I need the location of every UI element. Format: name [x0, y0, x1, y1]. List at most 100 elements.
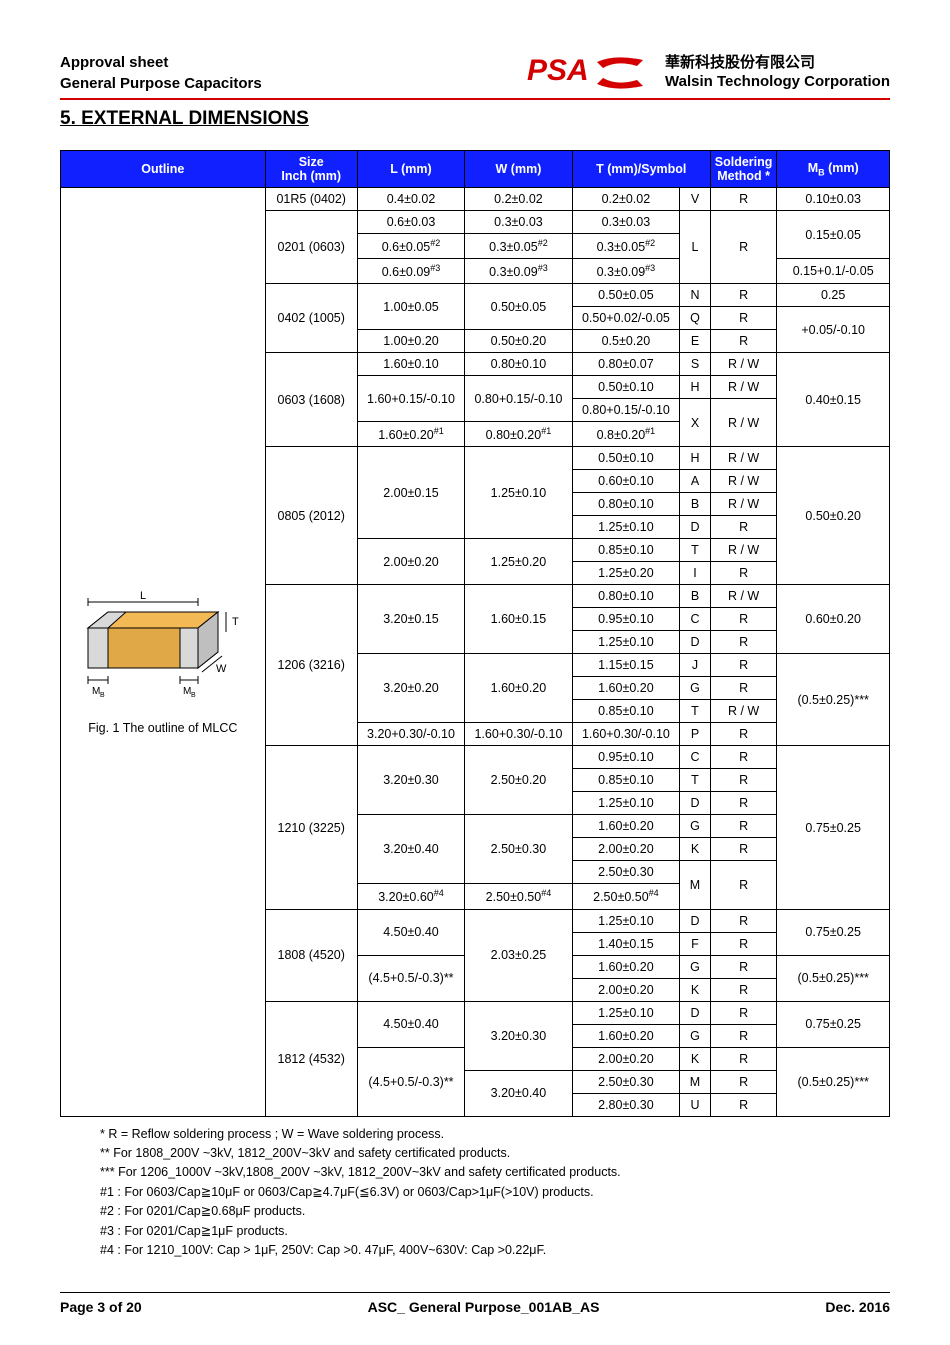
cell-L: 3.20±0.15 [357, 585, 464, 654]
cell-T: 2.00±0.20 [572, 978, 679, 1001]
cell-T: 1.25±0.10 [572, 909, 679, 932]
footnote-line: #2 : For 0201/Cap≧0.68μF products. [100, 1202, 890, 1221]
cell-T: 0.80±0.10 [572, 585, 679, 608]
cell-symbol: T [680, 539, 711, 562]
cell-W: 0.80+0.15/-0.10 [465, 376, 572, 422]
page-footer: Page 3 of 20 ASC_ General Purpose_001AB_… [60, 1292, 890, 1315]
svg-text:W: W [216, 663, 227, 675]
cell-T: 1.60±0.20 [572, 955, 679, 978]
header-left: Approval sheet General Purpose Capacitor… [60, 52, 262, 94]
cell-size: 1812 (4532) [265, 1001, 357, 1116]
cell-T: 2.50±0.50#4 [572, 884, 679, 909]
cell-method: R [710, 838, 777, 861]
cell-MB: 0.50±0.20 [777, 447, 890, 585]
cell-T: 0.8±0.20#1 [572, 422, 679, 447]
cell-W: 0.3±0.03 [465, 211, 572, 234]
svg-text:PSA: PSA [527, 54, 589, 87]
cell-T: 2.00±0.20 [572, 1047, 679, 1070]
cell-T: 1.25±0.10 [572, 792, 679, 815]
footer-date: Dec. 2016 [825, 1299, 890, 1315]
cell-symbol: D [680, 1001, 711, 1024]
cell-L: 3.20±0.20 [357, 654, 464, 723]
cell-T: 1.60±0.20 [572, 677, 679, 700]
cell-method: R / W [710, 353, 777, 376]
cell-method: R [710, 608, 777, 631]
cell-method: R [710, 978, 777, 1001]
cell-MB: 0.75±0.25 [777, 909, 890, 955]
cell-T: 0.50+0.02/-0.05 [572, 307, 679, 330]
cell-W: 1.25±0.10 [465, 447, 572, 539]
cell-L: 0.6±0.03 [357, 211, 464, 234]
cell-W: 0.80±0.20#1 [465, 422, 572, 447]
page-header: Approval sheet General Purpose Capacitor… [60, 50, 890, 94]
footnote-line: #1 : For 0603/Cap≧10μF or 0603/Cap≧4.7μF… [100, 1183, 890, 1202]
cell-symbol: L [680, 211, 711, 284]
cell-size: 0603 (1608) [265, 353, 357, 447]
figure-caption: Fig. 1 The outline of MLCC [63, 721, 263, 735]
cell-L: 0.6±0.09#3 [357, 259, 464, 284]
cell-method: R [710, 1093, 777, 1116]
col-L: L (mm) [357, 151, 464, 188]
cell-method: R [710, 307, 777, 330]
cell-symbol: T [680, 700, 711, 723]
cell-T: 1.40±0.15 [572, 932, 679, 955]
cell-method: R / W [710, 376, 777, 399]
cell-symbol: D [680, 792, 711, 815]
cell-symbol: D [680, 631, 711, 654]
cell-T: 0.80±0.10 [572, 493, 679, 516]
footnote-line: * R = Reflow soldering process ; W = Wav… [100, 1125, 890, 1144]
cell-W: 2.50±0.30 [465, 815, 572, 884]
col-MB: MB (mm) [777, 151, 890, 188]
cell-method: R [710, 284, 777, 307]
cell-method: R / W [710, 700, 777, 723]
section-title: 5. EXTERNAL DIMENSIONS [60, 108, 890, 130]
cell-method: R [710, 1047, 777, 1070]
cell-symbol: I [680, 562, 711, 585]
cell-symbol: F [680, 932, 711, 955]
cell-MB: (0.5±0.25)*** [777, 955, 890, 1001]
cell-W: 0.3±0.09#3 [465, 259, 572, 284]
cell-T: 1.25±0.10 [572, 516, 679, 539]
cell-T: 1.60+0.30/-0.10 [572, 723, 679, 746]
cell-method: R [710, 815, 777, 838]
cell-T: 0.85±0.10 [572, 769, 679, 792]
cell-method: R [710, 1024, 777, 1047]
cell-W: 2.03±0.25 [465, 909, 572, 1001]
cell-symbol: Q [680, 307, 711, 330]
cell-W: 1.60±0.15 [465, 585, 572, 654]
cell-method: R [710, 955, 777, 978]
col-W: W (mm) [465, 151, 572, 188]
footnote-line: #4 : For 1210_100V: Cap > 1μF, 250V: Cap… [100, 1241, 890, 1260]
cell-T: 1.25±0.10 [572, 1001, 679, 1024]
col-outline: Outline [61, 151, 266, 188]
cell-symbol: D [680, 909, 711, 932]
cell-method: R / W [710, 399, 777, 447]
cell-symbol: G [680, 955, 711, 978]
cell-T: 0.95±0.10 [572, 608, 679, 631]
cell-MB: 0.15+0.1/-0.05 [777, 259, 890, 284]
cell-T: 0.80+0.15/-0.10 [572, 399, 679, 422]
cell-method: R [710, 516, 777, 539]
cell-symbol: D [680, 516, 711, 539]
cell-size: 0805 (2012) [265, 447, 357, 585]
cell-symbol: K [680, 978, 711, 1001]
header-divider [60, 98, 890, 100]
cell-symbol: H [680, 447, 711, 470]
cell-symbol: U [680, 1093, 711, 1116]
cell-method: R [710, 746, 777, 769]
cell-method: R / W [710, 447, 777, 470]
cell-L: 1.00±0.20 [357, 330, 464, 353]
cell-W: 3.20±0.30 [465, 1001, 572, 1070]
footer-page: Page 3 of 20 [60, 1299, 142, 1315]
cell-symbol: G [680, 1024, 711, 1047]
cell-W: 1.60+0.30/-0.10 [465, 723, 572, 746]
cell-T: 1.25±0.10 [572, 631, 679, 654]
cell-method: R [710, 861, 777, 909]
cell-T: 2.00±0.20 [572, 838, 679, 861]
cell-T: 0.80±0.07 [572, 353, 679, 376]
cell-T: 0.3±0.09#3 [572, 259, 679, 284]
cell-symbol: J [680, 654, 711, 677]
cell-T: 0.85±0.10 [572, 539, 679, 562]
cell-symbol: N [680, 284, 711, 307]
cell-method: R [710, 211, 777, 284]
